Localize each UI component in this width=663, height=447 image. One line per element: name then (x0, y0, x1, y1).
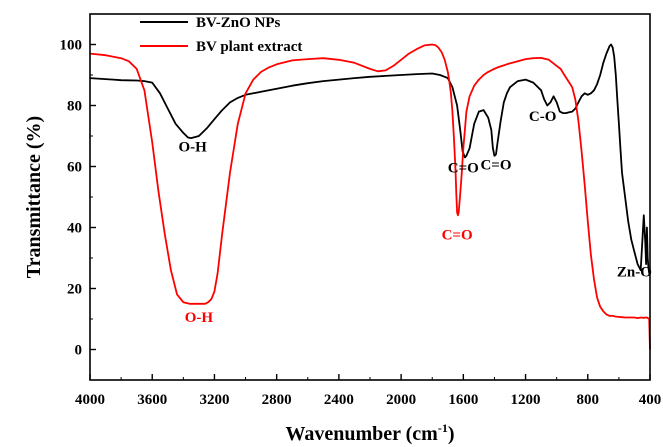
x-axis-title: Wavenumber (cm-1) (285, 421, 454, 445)
x-axis-title-main: Wavenumber (cm (285, 423, 438, 445)
x-axis-title-superscript: -1 (438, 421, 448, 435)
series-line-extract (89, 43, 651, 350)
legend-label-extract: BV plant extract (196, 39, 302, 55)
annotation-layer: O-HO-HC=O C=OC=OC-OZn-O (178, 109, 651, 326)
x-tick-label: 4000 (75, 392, 105, 408)
x-tick-label: 2400 (324, 392, 354, 408)
y-tick-label: 80 (67, 99, 82, 115)
y-axis-ticks: 0 20 40 60 80 100 (60, 13, 96, 359)
x-tick-label: 1200 (511, 392, 541, 408)
y-axis-title: Transmittance (%) (23, 116, 45, 278)
x-axis-title-close: ) (448, 423, 455, 445)
x-tick-label: 800 (577, 392, 600, 408)
x-tick-label: 400 (639, 392, 662, 408)
y-tick-label: 40 (67, 221, 82, 237)
y-tick-label: 100 (60, 38, 83, 54)
peak-annotation: O-H (178, 139, 207, 155)
plot-frame (89, 13, 651, 381)
peak-annotation: C=O (448, 161, 479, 177)
legend-label-zno: BV-ZnO NPs (196, 15, 280, 31)
peak-annotation: C=O (480, 158, 511, 174)
peak-annotation: Zn-O (617, 264, 652, 280)
x-tick-label: 1600 (448, 392, 478, 408)
peak-annotation: C-O (529, 109, 557, 125)
x-tick-label: 3600 (137, 392, 167, 408)
peak-annotation: O-H (185, 310, 214, 326)
x-tick-label: 3200 (199, 392, 229, 408)
series-line-zno (89, 43, 651, 274)
y-tick-label: 20 (67, 282, 82, 298)
y-tick-label: 60 (67, 160, 82, 176)
peak-annotation: C=O (442, 228, 473, 244)
legend: BV-ZnO NPs BV plant extract (140, 15, 302, 55)
x-axis-ticks: 4000 3600 3200 2800 2400 2000 1600 1200 800 400 (75, 374, 661, 408)
series-layer (89, 43, 651, 350)
x-tick-label: 2800 (262, 392, 292, 408)
y-tick-label: 0 (75, 343, 83, 359)
x-tick-label: 2000 (386, 392, 416, 408)
